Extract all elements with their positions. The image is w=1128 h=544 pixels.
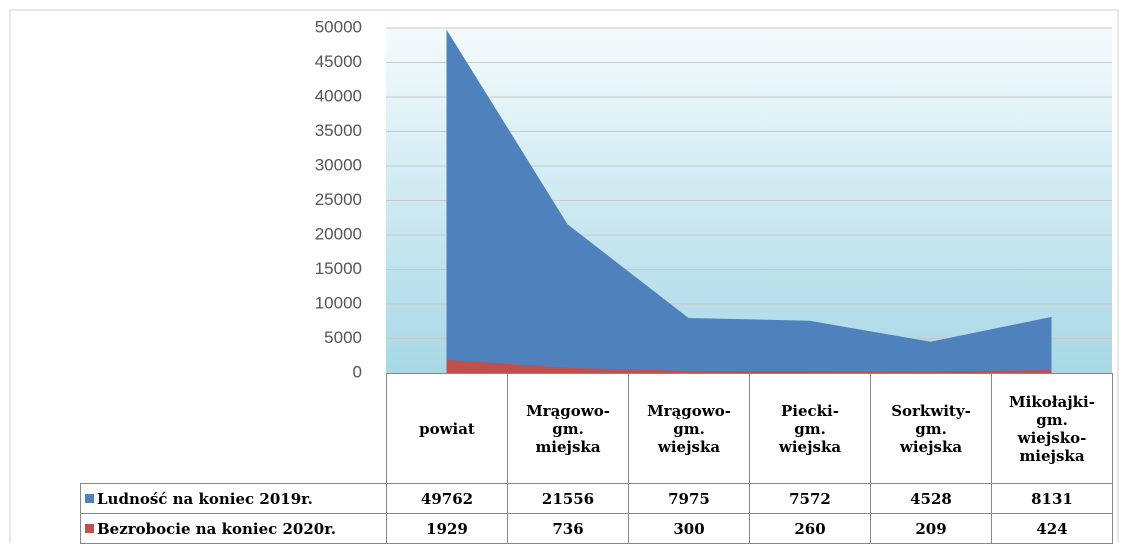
area: [446, 29, 1052, 373]
y-tick-label: 45000: [315, 52, 362, 71]
area: [446, 359, 1052, 373]
category-header: Sorkwity-gm. wiejska: [870, 373, 992, 484]
y-tick-label: 35000: [315, 121, 362, 140]
legend-entry: Bezrobocie na koniec 2020r.: [80, 513, 387, 544]
chart-border: [9, 9, 1119, 543]
table-value: 4528: [870, 483, 992, 514]
legend-swatch: [85, 494, 94, 503]
table-value: 424: [991, 513, 1113, 544]
table-value: 209: [870, 513, 992, 544]
category-header: powiat: [386, 373, 508, 484]
y-tick-label: 40000: [315, 86, 362, 105]
y-tick-label: 10000: [315, 293, 362, 312]
legend-entry: Ludność na koniec 2019r.: [80, 483, 387, 514]
table-value: 736: [507, 513, 629, 544]
y-tick-label: 5000: [324, 328, 362, 347]
table-value: 300: [628, 513, 750, 544]
table-value: 1929: [386, 513, 508, 544]
legend-label: Ludność na koniec 2019r.: [97, 489, 313, 508]
legend-label: Bezrobocie na koniec 2020r.: [97, 519, 336, 538]
y-tick-label: 50000: [315, 17, 362, 36]
y-tick-label: 15000: [315, 259, 362, 278]
table-value: 7572: [749, 483, 871, 514]
category-header: Mrągowo-gm. miejska: [507, 373, 629, 484]
y-tick-label: 30000: [315, 155, 362, 174]
y-tick-label: 25000: [315, 190, 362, 209]
y-tick-label: 0: [353, 362, 362, 381]
y-tick-label: 20000: [315, 224, 362, 243]
table-value: 21556: [507, 483, 629, 514]
category-header: Mikołajki-gm. wiejsko-miejska: [991, 373, 1113, 484]
table-value: 7975: [628, 483, 750, 514]
category-header: Mrągowo-gm. wiejska: [628, 373, 750, 484]
table-value: 260: [749, 513, 871, 544]
legend-swatch: [85, 524, 94, 533]
table-value: 49762: [386, 483, 508, 514]
category-header: Piecki-gm. wiejska: [749, 373, 871, 484]
table-value: 8131: [991, 483, 1113, 514]
